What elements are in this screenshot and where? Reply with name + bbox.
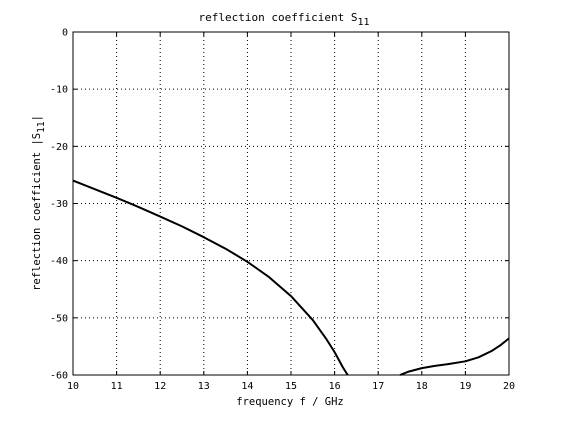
x-tick-label: 16: [329, 381, 341, 392]
y-tick-label: -20: [50, 142, 68, 153]
x-tick-label: 20: [503, 381, 515, 392]
ticks: 10 11 12 13 14 15 16 17 18 19 20 0 -10 -20 -30 -40 -50 -6…: [50, 28, 515, 393]
y-axis-label-end: |: [31, 115, 43, 121]
x-tick-label: 17: [372, 381, 384, 392]
y-tick-label: -40: [50, 256, 68, 267]
series-line: [72, 179, 349, 376]
chart-title-subscript: 11: [357, 17, 369, 28]
x-tick-label: 11: [111, 381, 123, 392]
series-layer: [72, 179, 510, 376]
y-tick-label: -60: [50, 371, 68, 382]
series-line: [399, 337, 510, 376]
y-axis-label-main: reflection coefficient |S: [31, 133, 43, 291]
x-tick-label: 13: [198, 381, 210, 392]
x-axis-label: frequency f / GHz: [236, 396, 343, 408]
x-tick-label: 12: [154, 381, 166, 392]
x-tick-label: 18: [416, 381, 428, 392]
y-tick-label: -30: [50, 199, 68, 210]
y-axis-label: reflection coefficient |S11|: [31, 115, 47, 291]
x-tick-label: 10: [67, 381, 79, 392]
y-tick-label: -10: [50, 85, 68, 96]
grid: [73, 32, 509, 375]
chart-title-main: reflection coefficient S: [199, 11, 358, 24]
y-axis-label-subscript: 11: [36, 121, 47, 133]
x-tick-label: 15: [285, 381, 297, 392]
x-tick-label: 14: [241, 381, 253, 392]
y-tick-label: 0: [62, 28, 68, 39]
chart-title: reflection coefficient S11: [199, 11, 370, 28]
y-tick-label: -50: [50, 313, 68, 324]
x-tick-label: 19: [459, 381, 471, 392]
